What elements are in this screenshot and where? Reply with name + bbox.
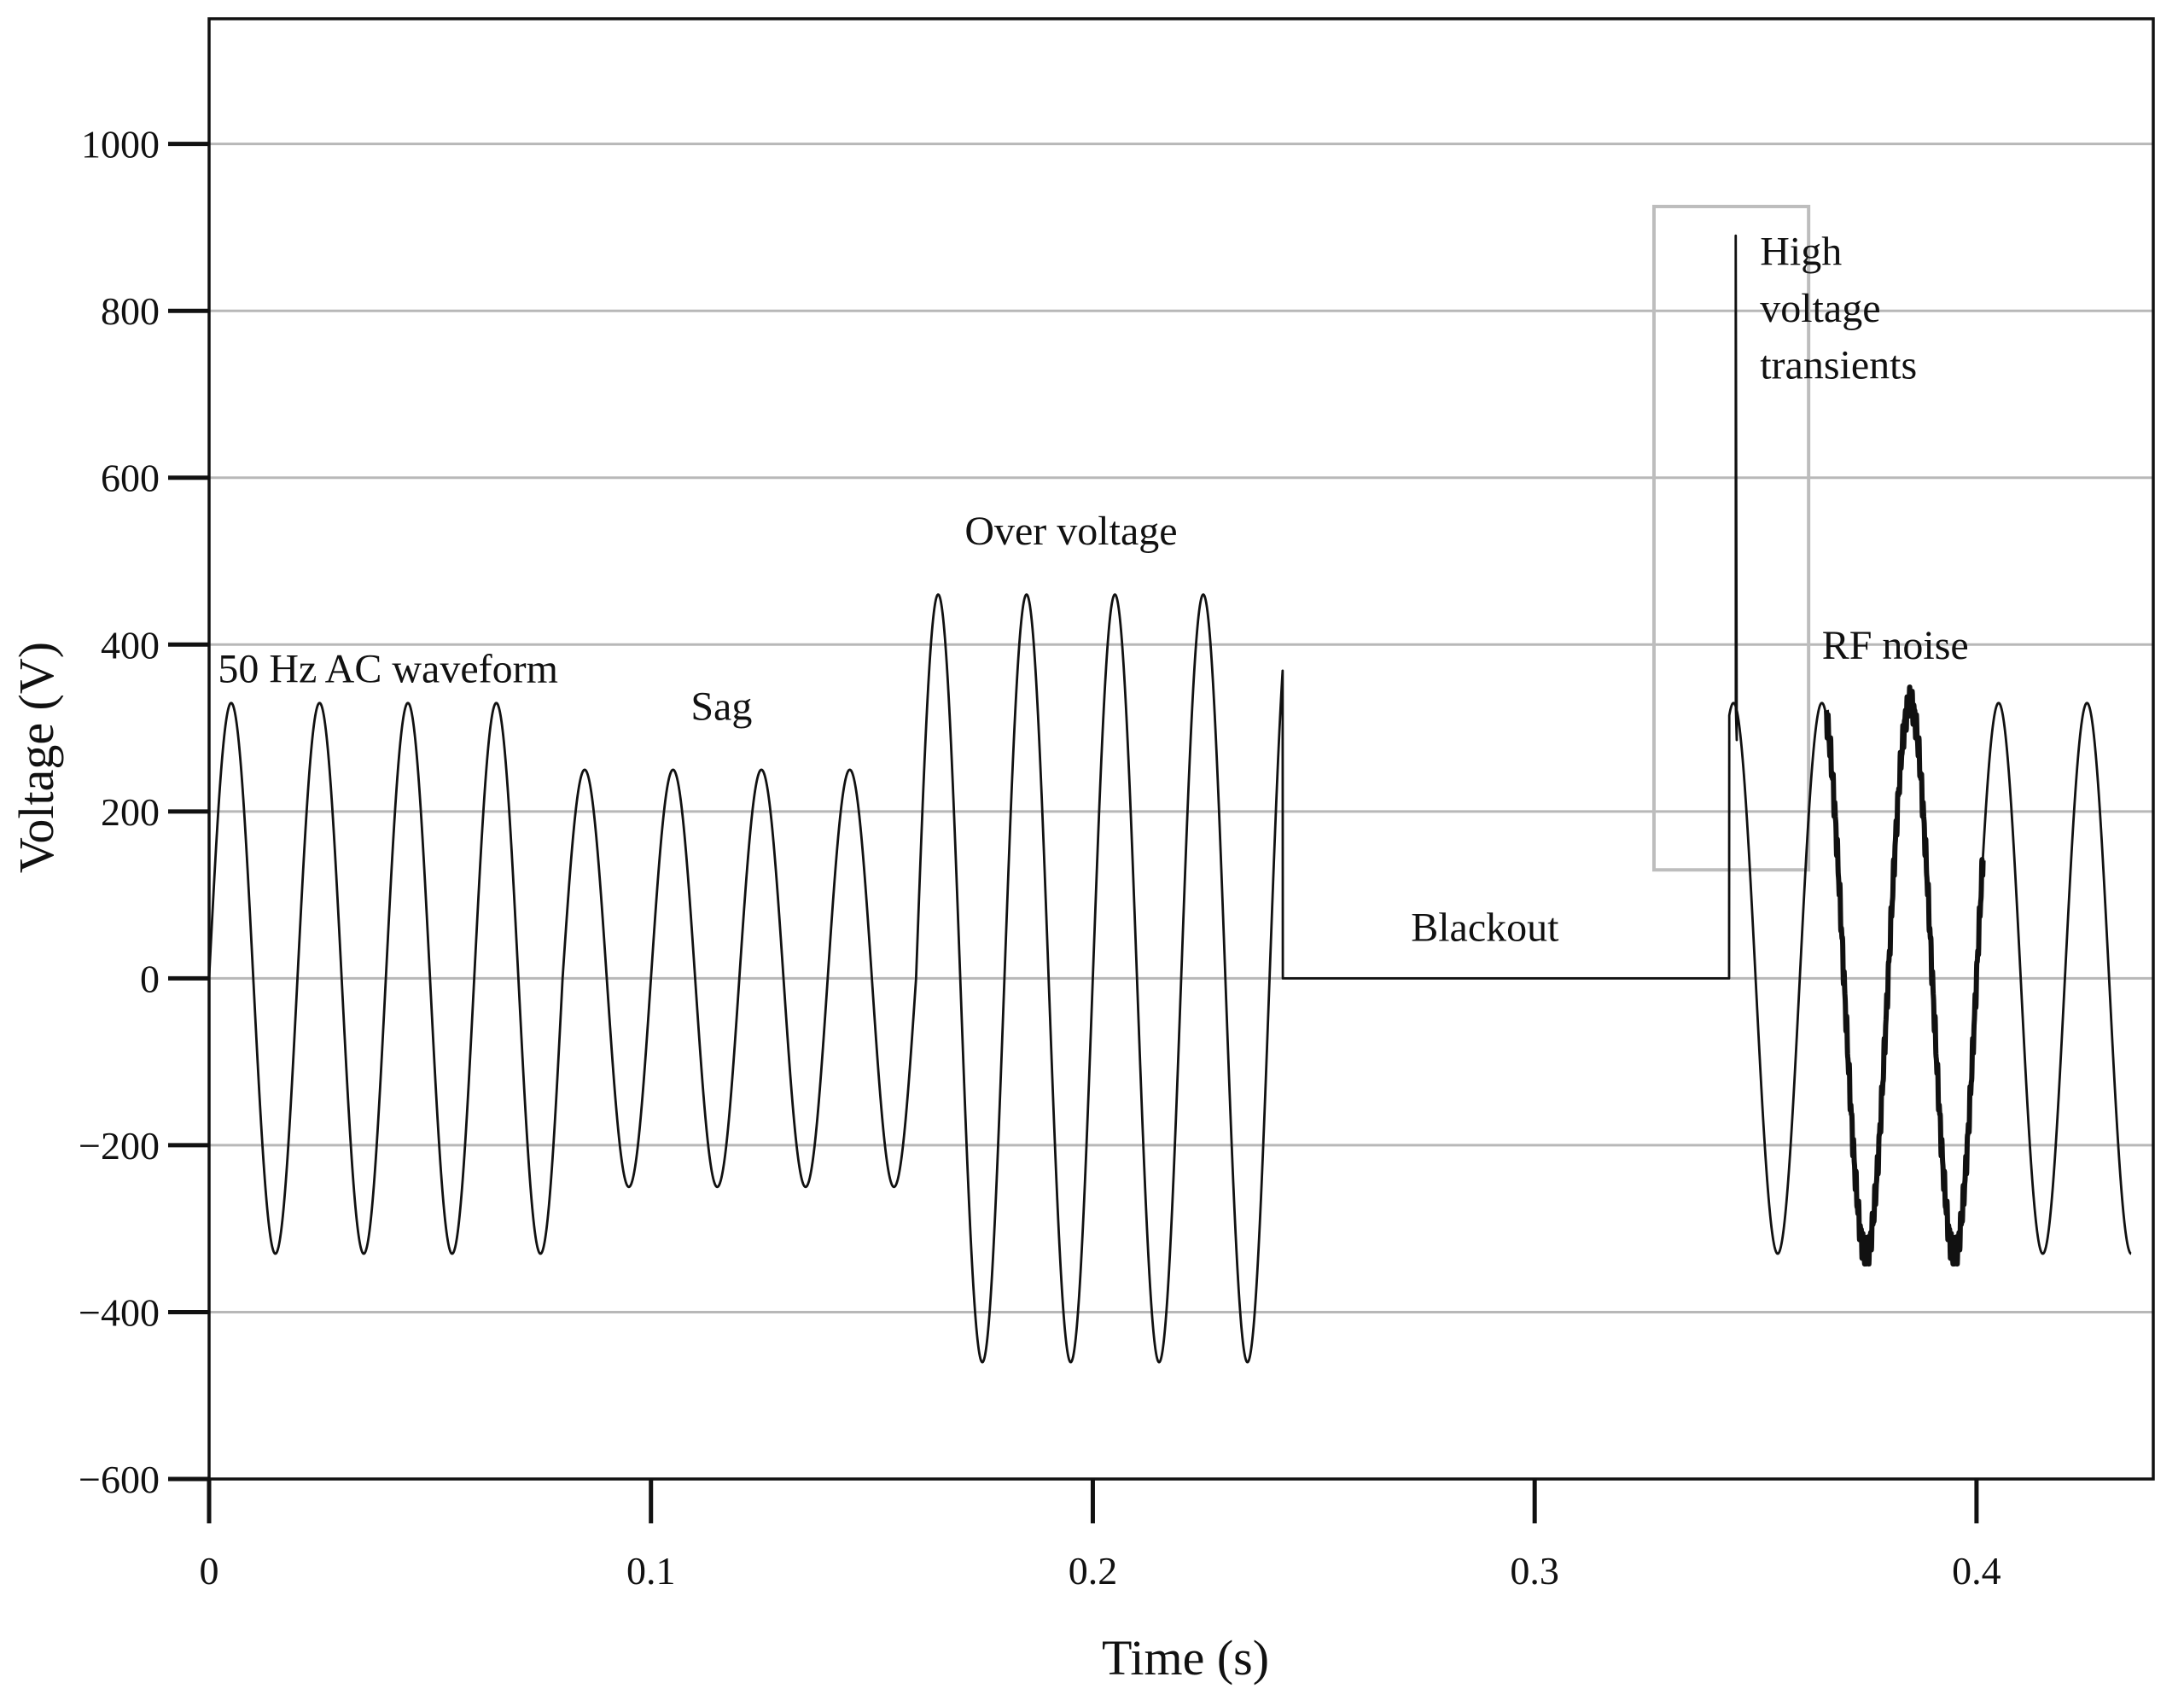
y-tick-label-6: 600: [101, 457, 160, 500]
x-tick-label-4: 0.4: [1952, 1549, 2001, 1592]
annotation-layer: 50 Hz AC waveform Sag Over voltage Blackout…: [218, 229, 1968, 950]
rf-noise-line: [1823, 684, 1986, 1267]
y-tick-label-0: −600: [79, 1458, 160, 1501]
y-tick-label-1: −400: [79, 1290, 160, 1334]
annotation-3: Blackout: [1411, 905, 1559, 950]
x-tick-label-2: 0.2: [1069, 1549, 1118, 1592]
y-tick-label-4: 200: [101, 790, 160, 834]
x-axis-title: Time (s): [1102, 1630, 1269, 1686]
plot-frame: [207, 17, 2155, 1481]
transient-highlight-box: [1651, 204, 1811, 872]
x-tick-label-0: 0: [200, 1549, 219, 1592]
y-axis-title: Voltage (V): [9, 642, 64, 873]
y-tick-label-8: 1000: [81, 123, 160, 166]
x-tick-label-3: 0.3: [1510, 1549, 1559, 1592]
x-tick-label-1: 0.1: [626, 1549, 676, 1592]
annotation-0: 50 Hz AC waveform: [218, 646, 558, 691]
waveform-line: [207, 234, 2133, 1364]
annotation-4: High: [1760, 229, 1842, 274]
x-axis-ticks: 0 0.1 0.2 0.3 0.4: [200, 1479, 2001, 1592]
y-axis-ticks: −600 −400 −200 0 200 400 600 800 1000: [79, 123, 209, 1501]
annotation-1: Sag: [690, 684, 752, 729]
y-tick-label-2: −200: [79, 1124, 160, 1167]
annotation-6: transients: [1760, 342, 1917, 387]
y-tick-label-7: 800: [101, 289, 160, 333]
y-tick-label-3: 0: [140, 957, 160, 1000]
annotation-7: RF noise: [1822, 623, 1969, 668]
annotation-5: voltage: [1760, 286, 1880, 331]
waveform-layer: [207, 234, 2133, 1364]
y-tick-label-5: 400: [101, 623, 160, 667]
annotation-2: Over voltage: [964, 509, 1177, 554]
highlight-layer: [1651, 204, 1811, 872]
